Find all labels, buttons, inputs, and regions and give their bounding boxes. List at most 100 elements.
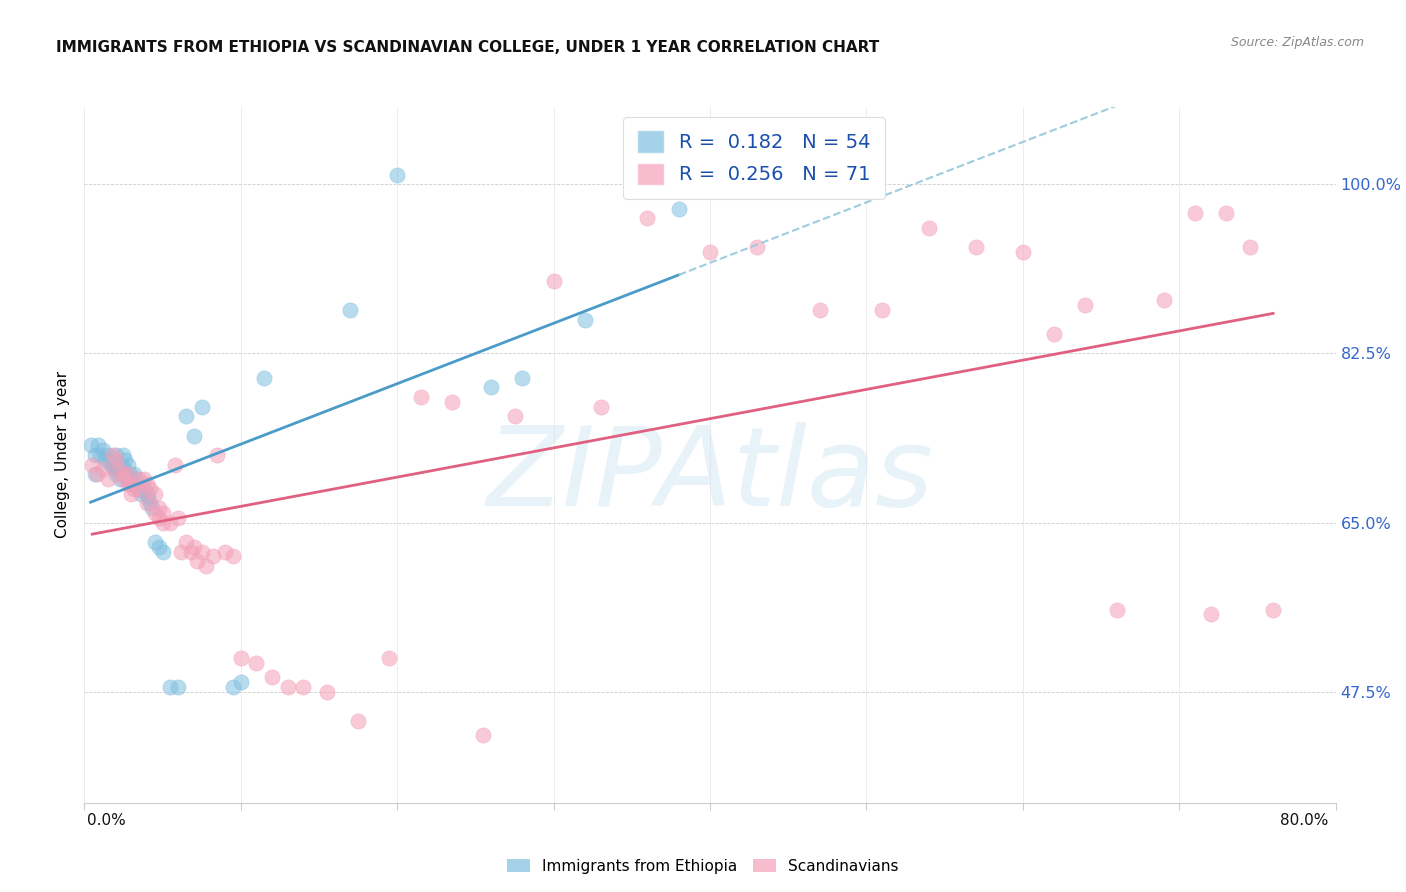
Point	[91, 462, 114, 476]
Point	[139, 482, 162, 496]
Point	[128, 482, 150, 496]
Point	[1239, 240, 1261, 254]
Point	[128, 482, 150, 496]
Point	[503, 409, 526, 424]
Point	[253, 370, 276, 384]
Point	[91, 443, 114, 458]
Point	[138, 491, 160, 506]
Text: 0.0%: 0.0%	[87, 814, 127, 828]
Text: ZIPAtlas: ZIPAtlas	[486, 422, 934, 529]
Point	[120, 486, 142, 500]
Point	[100, 458, 122, 472]
Point	[292, 680, 315, 694]
Point	[170, 544, 193, 558]
Point	[186, 554, 208, 568]
Point	[1105, 602, 1128, 616]
Point	[128, 472, 150, 486]
Point	[117, 467, 139, 482]
Point	[120, 472, 142, 486]
Point	[167, 510, 190, 524]
Point	[152, 506, 174, 520]
Point	[152, 516, 174, 530]
Point	[117, 458, 139, 472]
Point	[101, 458, 124, 472]
Point	[167, 680, 190, 694]
Point	[125, 472, 148, 486]
Point	[114, 452, 136, 467]
Point	[98, 452, 121, 467]
Point	[136, 486, 159, 500]
Point	[84, 467, 107, 482]
Point	[222, 680, 245, 694]
Point	[378, 651, 401, 665]
Point	[1263, 602, 1285, 616]
Point	[79, 438, 101, 452]
Point	[699, 245, 721, 260]
Point	[277, 680, 299, 694]
Legend: R =  0.182   N = 54, R =  0.256   N = 71: R = 0.182 N = 54, R = 0.256 N = 71	[623, 117, 884, 199]
Point	[174, 409, 197, 424]
Point	[143, 506, 166, 520]
Point	[472, 728, 495, 742]
Point	[440, 394, 463, 409]
Point	[347, 714, 370, 728]
Point	[574, 312, 596, 326]
Point	[127, 482, 149, 496]
Point	[86, 467, 108, 482]
Y-axis label: College, Under 1 year: College, Under 1 year	[55, 371, 70, 539]
Point	[589, 400, 612, 414]
Point	[207, 448, 229, 462]
Point	[159, 516, 181, 530]
Point	[107, 462, 129, 476]
Point	[543, 274, 565, 288]
Point	[479, 380, 502, 394]
Point	[512, 370, 534, 384]
Point	[1153, 293, 1175, 308]
Point	[112, 448, 135, 462]
Point	[195, 559, 218, 574]
Point	[159, 680, 181, 694]
Point	[105, 462, 128, 476]
Point	[1012, 245, 1035, 260]
Point	[107, 458, 129, 472]
Text: 80.0%: 80.0%	[1281, 814, 1329, 828]
Point	[136, 496, 159, 510]
Point	[120, 477, 142, 491]
Point	[965, 240, 987, 254]
Point	[190, 544, 212, 558]
Point	[1199, 607, 1222, 622]
Point	[111, 458, 134, 472]
Point	[152, 544, 174, 558]
Point	[668, 202, 690, 216]
Point	[132, 482, 155, 496]
Point	[165, 458, 187, 472]
Point	[745, 240, 768, 254]
Point	[1043, 327, 1066, 342]
Point	[117, 477, 139, 491]
Point	[808, 303, 831, 318]
Point	[136, 477, 159, 491]
Point	[385, 168, 409, 182]
Point	[129, 486, 152, 500]
Point	[229, 675, 252, 690]
Point	[93, 452, 115, 467]
Point	[115, 472, 138, 486]
Point	[104, 448, 127, 462]
Point	[124, 467, 146, 482]
Point	[180, 544, 202, 558]
Text: Source: ZipAtlas.com: Source: ZipAtlas.com	[1230, 36, 1364, 49]
Point	[117, 472, 139, 486]
Point	[148, 501, 170, 516]
Point	[121, 477, 143, 491]
Point	[101, 448, 124, 462]
Point	[97, 472, 120, 486]
Point	[112, 472, 135, 486]
Point	[139, 496, 162, 510]
Point	[124, 482, 146, 496]
Point	[132, 472, 155, 486]
Point	[190, 400, 212, 414]
Point	[183, 428, 205, 442]
Point	[110, 472, 132, 486]
Point	[174, 535, 197, 549]
Point	[918, 220, 941, 235]
